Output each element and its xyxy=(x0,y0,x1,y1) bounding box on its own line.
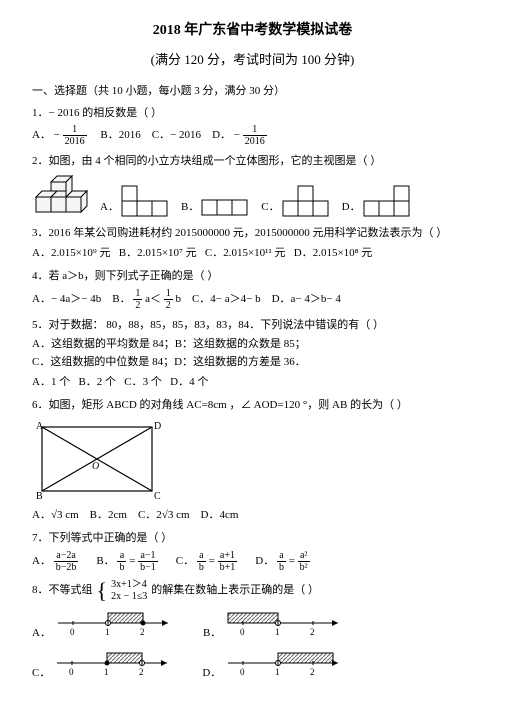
q2-optA: A． xyxy=(100,185,171,217)
q8-stem: 8．不等式组 { 3x+1＞4 2x − 1≤3 的解集在数轴上表示正确的是（ … xyxy=(32,579,473,603)
q8-row2: C． 0 1 2 D． 0 1 2 xyxy=(32,649,473,683)
q4-optA: A．− 4a＞− 4b xyxy=(32,293,101,305)
q2-figures: A． B． C． D． xyxy=(32,175,473,217)
svg-text:A: A xyxy=(36,421,44,432)
q2-optB: B． xyxy=(181,199,251,217)
bullet: A．1 个 xyxy=(32,376,70,388)
q6-stem: 6．如图，矩形 ABCD 的对角线 AC=8cm ，∠ AOD=120 °，则 … xyxy=(32,397,473,415)
q2-3d-figure xyxy=(32,175,90,217)
svg-text:2: 2 xyxy=(139,667,144,677)
q5-lineC: C．这组数据的中位数是 84；D：这组数据的方差是 36． xyxy=(32,354,473,372)
q8-optB: B． 0 1 2 xyxy=(203,609,343,643)
q3-optA: A．2.015×10⁹ 元 xyxy=(32,247,110,259)
q5-stem: 5．对于数据： 80，88，85，85，83，83，84．下列说法中错误的有（ … xyxy=(32,317,473,335)
q5-lineA: A．这组数据的平均数是 84；B：这组数据的众数是 85； xyxy=(32,336,473,354)
svg-text:2: 2 xyxy=(310,627,315,637)
q1-optD-prefix: D． xyxy=(212,129,231,141)
q8-optC: C． 0 1 2 xyxy=(32,649,172,683)
q1-stem: 1．− 2016 的相反数是（ ） xyxy=(32,105,473,123)
svg-text:O: O xyxy=(92,461,99,472)
q3-optD: D．2.015×10⁸ 元 xyxy=(294,247,372,259)
q6-figure: A B C D O xyxy=(32,417,473,505)
svg-text:1: 1 xyxy=(275,667,280,677)
q7-options: A． a−2ab−2b B． ab = a−1b−1 C． ab = a+1b+… xyxy=(32,550,473,573)
q1-optA-neg: − xyxy=(54,129,60,141)
q8-optD: D． 0 1 2 xyxy=(202,649,343,683)
svg-text:0: 0 xyxy=(70,627,75,637)
svg-text:2: 2 xyxy=(140,627,145,637)
q1-optD-neg: − xyxy=(234,129,240,141)
svg-text:B: B xyxy=(36,491,43,502)
q1-options: A． − 1 2016 B．2016 C．− 2016 D． − 1 2016 xyxy=(32,124,473,147)
q1-optA-prefix: A． xyxy=(32,129,51,141)
svg-text:2: 2 xyxy=(310,667,315,677)
svg-text:0: 0 xyxy=(69,667,74,677)
q2-stem: 2．如图，由 4 个相同的小立方块组成一个立体图形，它的主视图是（ ） xyxy=(32,153,473,171)
q1-optD-frac: 1 2016 xyxy=(243,124,267,147)
q3-optB: B．2.015×10⁷ 元 xyxy=(119,247,197,259)
q3-stem: 3．2016 年某公司购进耗材约 2015000000 元，2015000000… xyxy=(32,225,473,243)
svg-text:1: 1 xyxy=(105,627,110,637)
q2-optC: C． xyxy=(261,185,331,217)
q8-row1: A． 0 1 2 B． 0 1 2 xyxy=(32,609,473,643)
q7-stem: 7．下列等式中正确的是（ ） xyxy=(32,530,473,548)
q4-optB-prefix: B． xyxy=(112,293,130,305)
q1-optC: C．− 2016 xyxy=(152,129,201,141)
svg-text:0: 0 xyxy=(240,627,245,637)
q3-options: A．2.015×10⁹ 元 B．2.015×10⁷ 元 C．2.015×10¹¹… xyxy=(32,245,473,263)
svg-text:0: 0 xyxy=(240,667,245,677)
section-1-head: 一、选择题（共 10 小题，每小题 3 分，满分 30 分） xyxy=(32,83,473,101)
svg-text:1: 1 xyxy=(104,667,109,677)
q1-optA-frac: 1 2016 xyxy=(63,124,87,147)
page-subtitle: (满分 120 分，考试时间为 100 分钟) xyxy=(32,50,473,71)
svg-text:C: C xyxy=(154,491,161,502)
q4-optD: D．a− 4＞b− 4 xyxy=(272,293,341,305)
q3-optC: C．2.015×10¹¹ 元 xyxy=(205,247,286,259)
q2-optD: D． xyxy=(342,185,413,217)
q8-optA: A． 0 1 2 xyxy=(32,609,173,643)
svg-text:D: D xyxy=(154,421,161,432)
q1-optB: B．2016 xyxy=(100,129,140,141)
svg-text:1: 1 xyxy=(275,627,280,637)
page-title: 2018 年广东省中考数学模拟试卷 xyxy=(32,20,473,42)
q6-options: A．√3 cm B．2cm C．2√3 cm D．4cm xyxy=(32,507,473,525)
q4-options: A．− 4a＞− 4b B． 12 a＜ 12 b C．4− a＞4− b D．… xyxy=(32,288,473,311)
q4-stem: 4．若 a＞b，则下列式子正确的是（ ） xyxy=(32,268,473,286)
q4-optC: C．4− a＞4− b xyxy=(192,293,261,305)
q5-options: A．1 个 B．2 个 C．3 个 D．4 个 xyxy=(32,374,473,392)
